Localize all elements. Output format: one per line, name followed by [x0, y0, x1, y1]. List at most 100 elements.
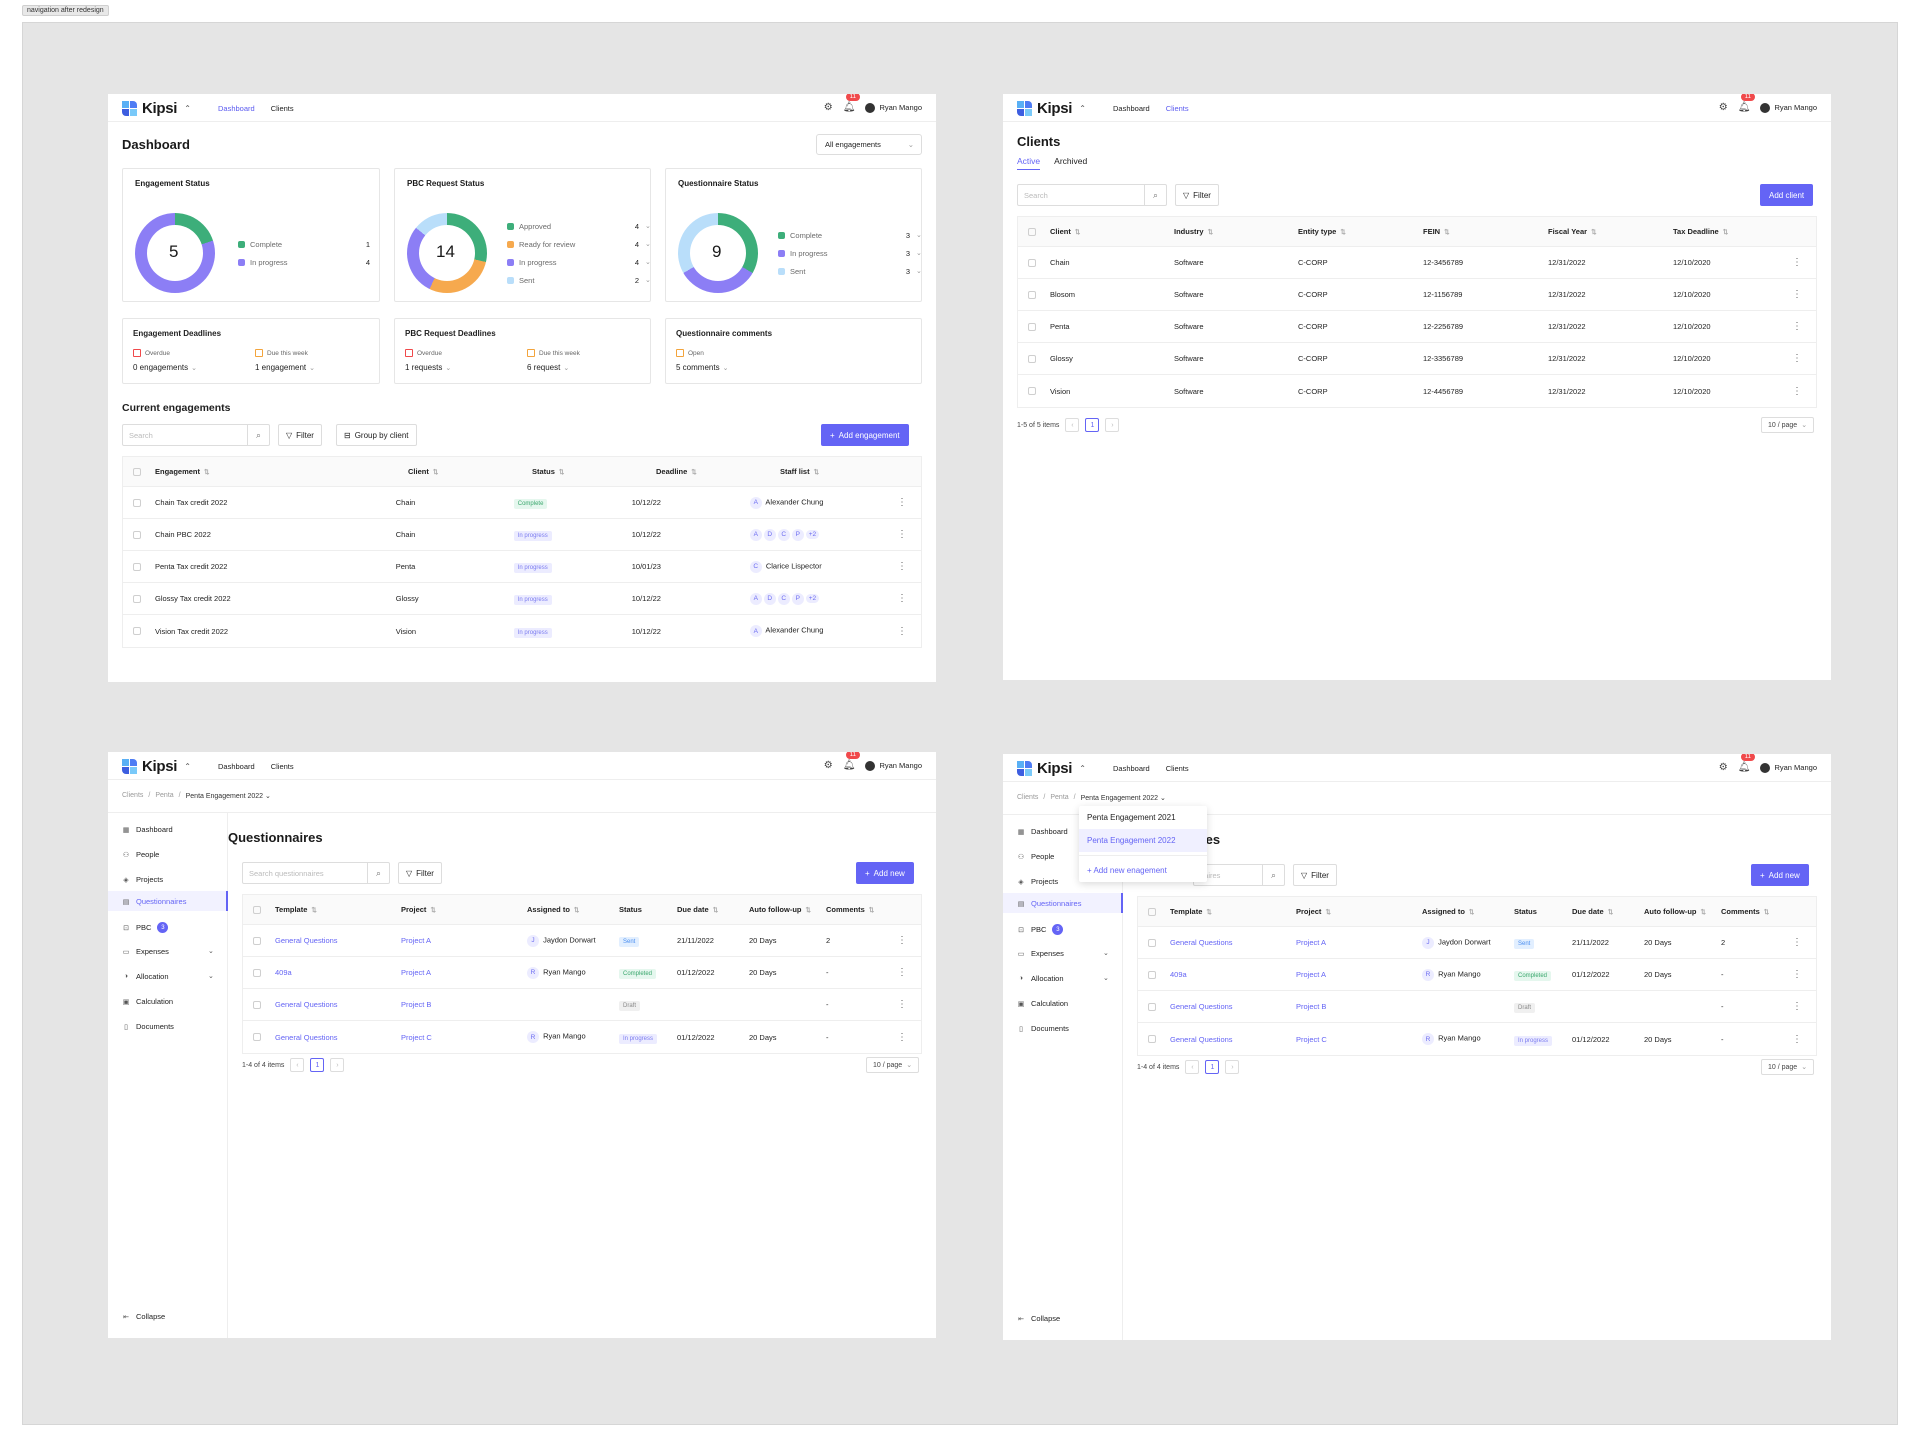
- more-vertical-icon[interactable]: ⋮: [1792, 1001, 1802, 1012]
- more-vertical-icon[interactable]: ⋮: [1792, 289, 1802, 300]
- row-checkbox[interactable]: [1148, 1035, 1156, 1043]
- page-number[interactable]: 1: [310, 1058, 325, 1072]
- more-vertical-icon[interactable]: ⋮: [1792, 937, 1802, 948]
- more-vertical-icon[interactable]: ⋮: [1792, 969, 1802, 980]
- more-vertical-icon[interactable]: ⋮: [1792, 321, 1802, 332]
- template-link[interactable]: General Questions: [275, 1032, 338, 1042]
- sidebar-item-dashboard[interactable]: ▦ Dashboard: [1017, 827, 1068, 836]
- per-page-select[interactable]: 10 / page ⌄: [866, 1057, 920, 1073]
- table-row[interactable]: Vision Tax credit 2022 Vision In progres…: [123, 615, 921, 647]
- search-input[interactable]: [123, 425, 245, 445]
- sidebar-item-documents[interactable]: ▯ Documents: [122, 1022, 174, 1031]
- col-status[interactable]: Status ⇅: [532, 467, 565, 476]
- row-checkbox[interactable]: [1028, 290, 1036, 299]
- sidebar-item-questionnaires[interactable]: ▤ Questionnaires: [122, 897, 187, 906]
- more-vertical-icon[interactable]: ⋮: [897, 593, 907, 604]
- sidebar-item-pbc[interactable]: ⊡ PBC 3: [122, 922, 169, 933]
- search-icon[interactable]: ⌕: [1262, 865, 1284, 885]
- table-row[interactable]: Glossy Tax credit 2022 Glossy In progres…: [123, 583, 921, 615]
- dropdown-item-2021[interactable]: Penta Engagement 2021: [1087, 813, 1176, 822]
- table-row[interactable]: General Questions Project C R Ryan Mango…: [1138, 1023, 1816, 1055]
- table-row[interactable]: Chain Tax credit 2022 Chain Complete 10/…: [123, 487, 921, 519]
- prev-page-button[interactable]: ‹: [1185, 1060, 1200, 1074]
- row-checkbox[interactable]: [253, 968, 261, 977]
- more-vertical-icon[interactable]: ⋮: [897, 999, 907, 1010]
- sidebar-item-questionnaires[interactable]: ▤ Questionnaires: [1017, 899, 1082, 908]
- logo[interactable]: Kipsi ⌃: [122, 100, 191, 117]
- gear-icon[interactable]: ⚙: [1718, 102, 1728, 113]
- next-page-button[interactable]: ›: [1105, 418, 1120, 432]
- sidebar-item-pbc[interactable]: ⊡ PBC 3: [1017, 924, 1064, 935]
- project-link[interactable]: Project C: [1296, 1034, 1327, 1044]
- more-vertical-icon[interactable]: ⋮: [897, 1031, 907, 1043]
- more-vertical-icon[interactable]: ⋮: [1792, 353, 1802, 364]
- row-checkbox[interactable]: [253, 1000, 261, 1009]
- col-engagement[interactable]: Engagement ⇅: [155, 467, 210, 476]
- more-vertical-icon[interactable]: ⋮: [897, 497, 907, 508]
- gear-icon[interactable]: ⚙: [823, 760, 833, 771]
- template-link[interactable]: General Questions: [1170, 1034, 1233, 1044]
- add-new-button[interactable]: + Add new: [1751, 864, 1809, 886]
- comments-dropdown[interactable]: 5 comments ⌄: [676, 363, 729, 372]
- search-icon[interactable]: ⌕: [367, 863, 389, 883]
- project-link[interactable]: Project C: [401, 1032, 432, 1042]
- table-row[interactable]: 409a Project A R Ryan Mango Completed 01…: [243, 957, 921, 989]
- col-due-date[interactable]: Due date ⇅: [677, 905, 719, 914]
- tab-active[interactable]: Active: [1017, 156, 1041, 170]
- overdue-dropdown[interactable]: 0 engagements ⌄: [133, 363, 198, 372]
- col-tax-deadline[interactable]: Tax Deadline ⇅: [1673, 227, 1729, 236]
- table-row[interactable]: General Questions Project C R Ryan Mango…: [243, 1021, 921, 1053]
- col-status[interactable]: Status: [619, 905, 642, 914]
- col-fein[interactable]: FEIN ⇅: [1423, 227, 1450, 236]
- more-vertical-icon[interactable]: ⋮: [897, 561, 907, 572]
- col-client[interactable]: Client ⇅: [408, 467, 439, 476]
- sidebar-item-expenses[interactable]: ▭ Expenses: [1017, 949, 1064, 958]
- crumb-engagement[interactable]: Penta Engagement 2022 ⌄: [185, 793, 271, 800]
- sidebar-item-dashboard[interactable]: ▦ Dashboard: [122, 825, 173, 834]
- project-link[interactable]: Project B: [401, 1000, 432, 1009]
- row-checkbox[interactable]: [253, 1033, 261, 1041]
- add-new-button[interactable]: + Add new: [856, 862, 914, 884]
- table-row[interactable]: Penta Tax credit 2022 Penta In progress …: [123, 551, 921, 583]
- sidebar-item-documents[interactable]: ▯ Documents: [1017, 1024, 1069, 1033]
- sidebar-item-calculation[interactable]: ▣ Calculation: [122, 997, 174, 1006]
- sidebar-item-projects[interactable]: ◈ Projects: [123, 875, 164, 884]
- nav-clients[interactable]: Clients: [270, 104, 294, 113]
- template-link[interactable]: General Questions: [1170, 1002, 1233, 1011]
- row-checkbox[interactable]: [1148, 1002, 1156, 1011]
- col-comments[interactable]: Comments ⇅: [826, 905, 875, 914]
- engagement-select[interactable]: All engagements ⌄: [816, 134, 922, 155]
- user-menu[interactable]: Ryan Mango: [1760, 762, 1817, 773]
- select-all-checkbox[interactable]: [1148, 907, 1156, 916]
- project-link[interactable]: Project A: [401, 968, 432, 977]
- project-link[interactable]: Project A: [1296, 970, 1327, 979]
- sidebar-item-allocation[interactable]: ◑ Allocation: [123, 972, 169, 981]
- template-link[interactable]: 409a: [1170, 970, 1187, 979]
- template-link[interactable]: General Questions: [275, 936, 338, 945]
- filter-button[interactable]: ▽ Filter: [278, 424, 322, 446]
- nav-clients[interactable]: Clients: [1165, 764, 1189, 773]
- row-checkbox[interactable]: [1148, 938, 1156, 947]
- group-by-client-button[interactable]: ⊟ Group by client: [336, 424, 417, 446]
- prev-page-button[interactable]: ‹: [290, 1058, 305, 1072]
- tab-archived[interactable]: Archived: [1054, 156, 1088, 166]
- page-number[interactable]: 1: [1085, 418, 1100, 432]
- logo[interactable]: Kipsi ⌃: [122, 758, 191, 775]
- table-row[interactable]: Blosom Software C-CORP 12-1156789 12/31/2022…: [1018, 279, 1816, 311]
- row-checkbox[interactable]: [1028, 258, 1036, 267]
- row-checkbox[interactable]: [133, 562, 141, 571]
- logo[interactable]: Kipsi ⌃: [1017, 100, 1086, 117]
- table-row[interactable]: Penta Software C-CORP 12-2256789 12/31/2022 1…: [1018, 311, 1816, 343]
- search-icon[interactable]: ⌕: [1144, 185, 1166, 205]
- col-client[interactable]: Client ⇅: [1050, 227, 1081, 236]
- sidebar-item-projects[interactable]: ◈ Projects: [1018, 877, 1059, 886]
- project-link[interactable]: Project B: [1296, 1002, 1327, 1011]
- user-menu[interactable]: Ryan Mango: [865, 760, 922, 771]
- row-checkbox[interactable]: [133, 627, 141, 635]
- col-assigned-to[interactable]: Assigned to ⇅: [1422, 907, 1475, 916]
- due-dropdown[interactable]: 6 request ⌄: [527, 363, 570, 372]
- sidebar-item-expenses[interactable]: ▭ Expenses: [122, 947, 169, 956]
- sidebar-item-people[interactable]: ⚇ People: [1017, 852, 1055, 861]
- bell-icon[interactable]: 🔔︎ 11: [843, 94, 860, 113]
- bell-icon[interactable]: 🔔︎ 11: [843, 752, 860, 771]
